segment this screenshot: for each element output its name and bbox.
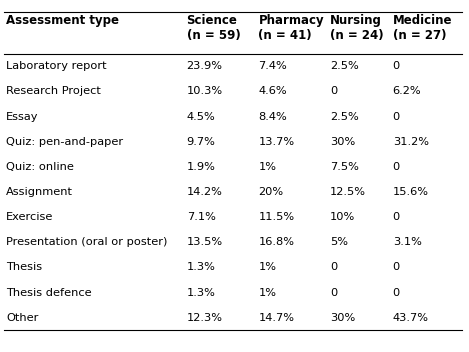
- Text: 30%: 30%: [330, 313, 356, 323]
- Text: 7.4%: 7.4%: [258, 61, 287, 71]
- Text: 5%: 5%: [330, 237, 348, 247]
- Text: 1%: 1%: [258, 288, 276, 298]
- Text: 2.5%: 2.5%: [330, 112, 359, 122]
- Text: 43.7%: 43.7%: [393, 313, 429, 323]
- Text: Pharmacy
(n = 41): Pharmacy (n = 41): [258, 14, 324, 42]
- Text: 4.5%: 4.5%: [187, 112, 215, 122]
- Text: 0: 0: [393, 162, 400, 172]
- Text: 1%: 1%: [258, 162, 276, 172]
- Text: 16.8%: 16.8%: [258, 237, 295, 247]
- Text: Quiz: pen-and-paper: Quiz: pen-and-paper: [6, 137, 123, 147]
- Text: 23.9%: 23.9%: [187, 61, 223, 71]
- Text: 7.5%: 7.5%: [330, 162, 359, 172]
- Text: 8.4%: 8.4%: [258, 112, 287, 122]
- Text: 1.9%: 1.9%: [187, 162, 215, 172]
- Text: 2.5%: 2.5%: [330, 61, 359, 71]
- Text: 12.3%: 12.3%: [187, 313, 223, 323]
- Text: Medicine
(n = 27): Medicine (n = 27): [393, 14, 452, 42]
- Text: Nursing
(n = 24): Nursing (n = 24): [330, 14, 384, 42]
- Text: 0: 0: [393, 61, 400, 71]
- Text: Exercise: Exercise: [6, 212, 53, 222]
- Text: 13.7%: 13.7%: [258, 137, 295, 147]
- Text: 0: 0: [393, 263, 400, 272]
- Text: Quiz: online: Quiz: online: [6, 162, 74, 172]
- Text: 9.7%: 9.7%: [187, 137, 215, 147]
- Text: 10%: 10%: [330, 212, 356, 222]
- Text: 0: 0: [330, 263, 337, 272]
- Text: 0: 0: [393, 212, 400, 222]
- Text: 0: 0: [330, 288, 337, 298]
- Text: 14.7%: 14.7%: [258, 313, 295, 323]
- Text: 30%: 30%: [330, 137, 356, 147]
- Text: 12.5%: 12.5%: [330, 187, 366, 197]
- Text: 3.1%: 3.1%: [393, 237, 422, 247]
- Text: Other: Other: [6, 313, 38, 323]
- Text: 6.2%: 6.2%: [393, 87, 421, 96]
- Text: Essay: Essay: [6, 112, 38, 122]
- Text: 7.1%: 7.1%: [187, 212, 215, 222]
- Text: 1.3%: 1.3%: [187, 288, 215, 298]
- Text: Presentation (oral or poster): Presentation (oral or poster): [6, 237, 167, 247]
- Text: 0: 0: [393, 288, 400, 298]
- Text: 0: 0: [393, 112, 400, 122]
- Text: Thesis defence: Thesis defence: [6, 288, 91, 298]
- Text: 20%: 20%: [258, 187, 284, 197]
- Text: 15.6%: 15.6%: [393, 187, 429, 197]
- Text: Laboratory report: Laboratory report: [6, 61, 106, 71]
- Text: 1.3%: 1.3%: [187, 263, 215, 272]
- Text: 0: 0: [330, 87, 337, 96]
- Text: Science
(n = 59): Science (n = 59): [187, 14, 241, 42]
- Text: Assignment: Assignment: [6, 187, 73, 197]
- Text: 14.2%: 14.2%: [187, 187, 222, 197]
- Text: 4.6%: 4.6%: [258, 87, 287, 96]
- Text: 1%: 1%: [258, 263, 276, 272]
- Text: 31.2%: 31.2%: [393, 137, 429, 147]
- Text: Thesis: Thesis: [6, 263, 42, 272]
- Text: Research Project: Research Project: [6, 87, 101, 96]
- Text: 13.5%: 13.5%: [187, 237, 223, 247]
- Text: Assessment type: Assessment type: [6, 14, 119, 27]
- Text: 10.3%: 10.3%: [187, 87, 223, 96]
- Text: 11.5%: 11.5%: [258, 212, 295, 222]
